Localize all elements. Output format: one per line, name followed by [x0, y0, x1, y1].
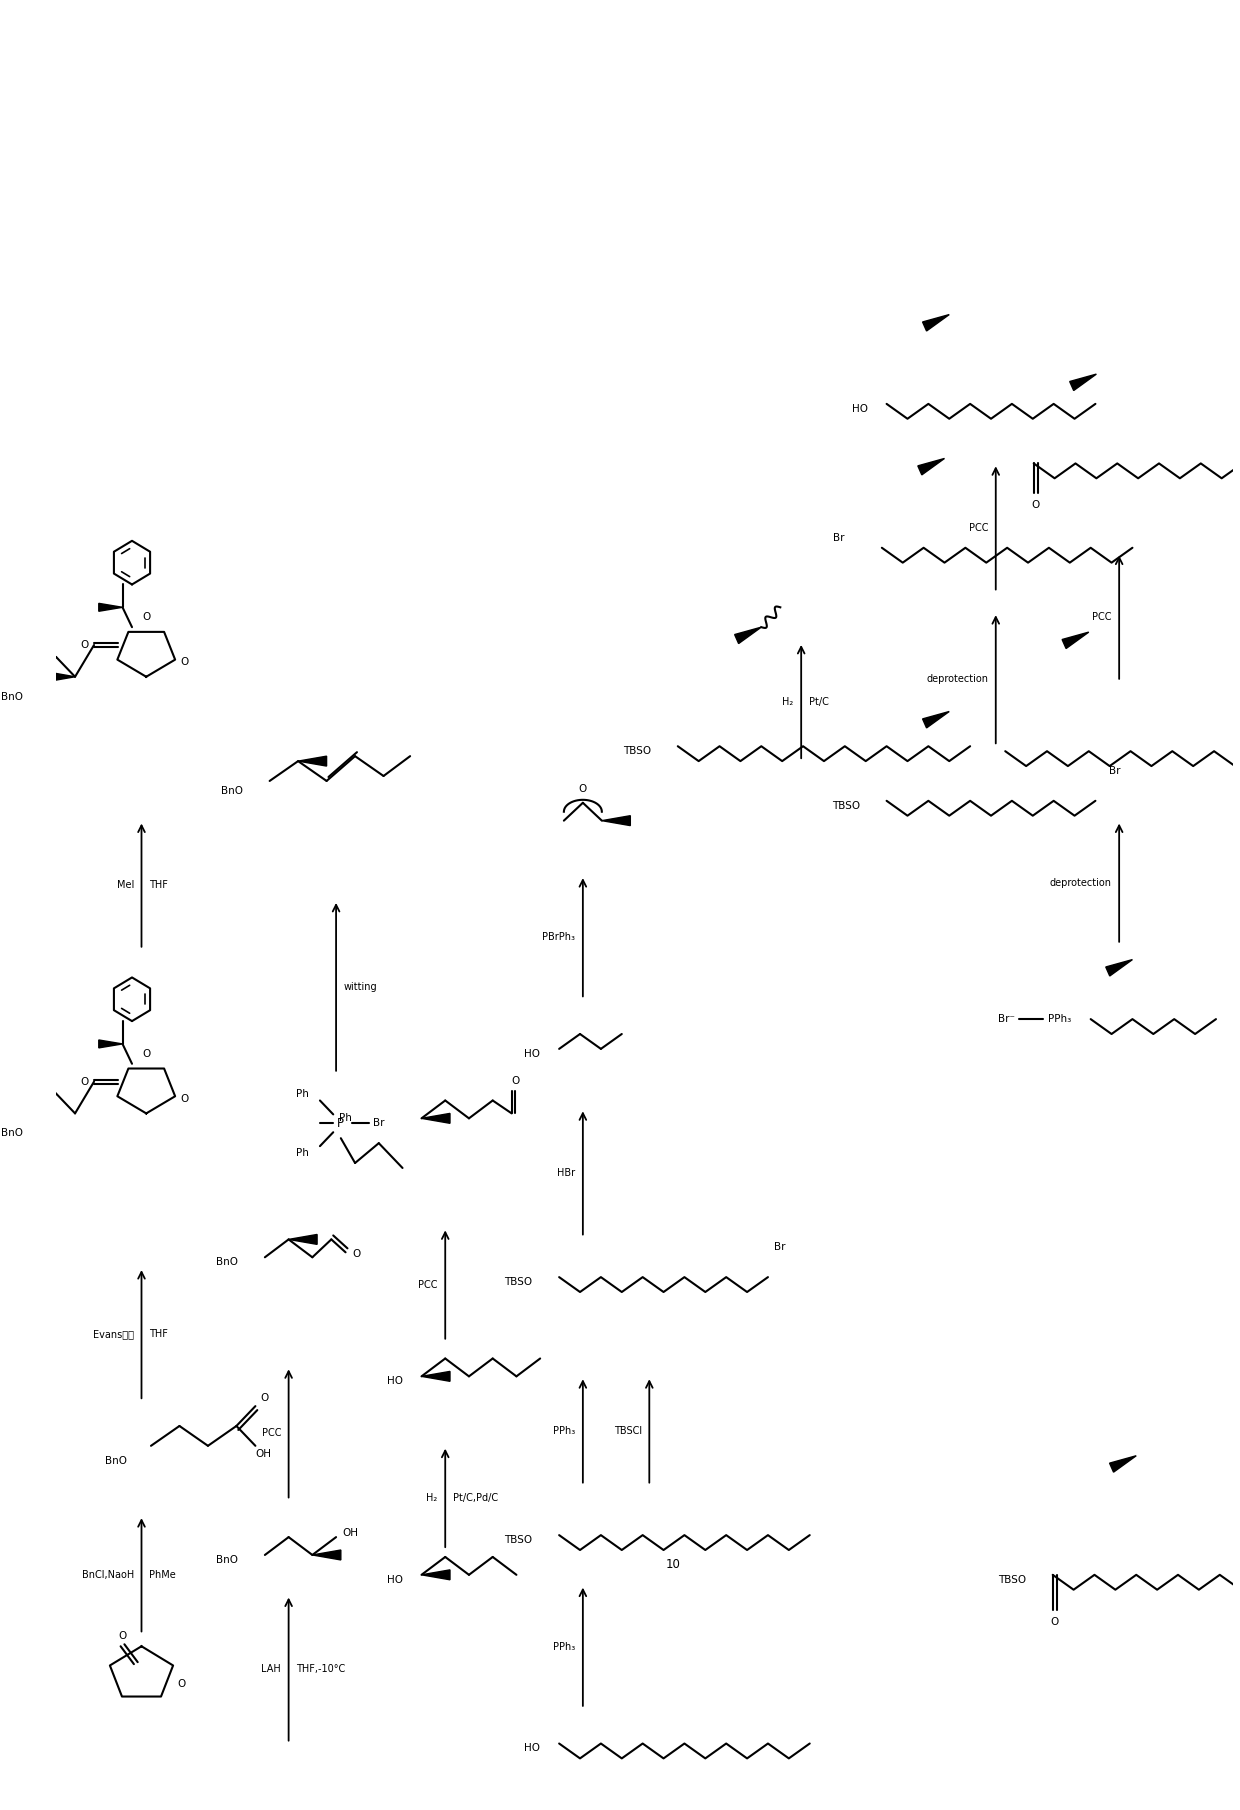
- Polygon shape: [734, 626, 761, 644]
- Text: O: O: [118, 1631, 126, 1642]
- Text: HO: HO: [525, 1743, 541, 1754]
- Text: BnO: BnO: [1, 1128, 22, 1138]
- Text: OH: OH: [255, 1448, 272, 1459]
- Text: deprotection: deprotection: [926, 675, 988, 684]
- Polygon shape: [918, 458, 945, 474]
- Text: BnCl,NaoH: BnCl,NaoH: [82, 1569, 134, 1580]
- Text: TBSO: TBSO: [505, 1535, 532, 1546]
- Text: HO: HO: [387, 1376, 403, 1386]
- Text: O: O: [1050, 1618, 1059, 1627]
- Text: O: O: [143, 1048, 150, 1059]
- Text: P: P: [337, 1117, 345, 1129]
- Text: TBSO: TBSO: [998, 1575, 1027, 1586]
- Text: TBSO: TBSO: [622, 746, 651, 757]
- Text: deprotection: deprotection: [1049, 878, 1111, 887]
- Text: O: O: [1032, 500, 1040, 510]
- Text: O: O: [81, 1077, 89, 1086]
- Text: Ph: Ph: [296, 1148, 309, 1158]
- Text: PCC: PCC: [1092, 612, 1111, 623]
- Text: MeI: MeI: [117, 880, 134, 891]
- Polygon shape: [422, 1372, 450, 1381]
- Text: OH: OH: [342, 1528, 358, 1538]
- Text: BnO: BnO: [221, 786, 243, 796]
- Text: 10: 10: [666, 1558, 681, 1571]
- Text: witting: witting: [343, 981, 377, 992]
- Polygon shape: [99, 1041, 123, 1048]
- Text: PCC: PCC: [968, 523, 988, 532]
- Text: THF: THF: [149, 1329, 167, 1339]
- Text: TBSO: TBSO: [832, 800, 861, 811]
- Text: Pt/C,Pd/C: Pt/C,Pd/C: [453, 1493, 498, 1502]
- Text: TBSO: TBSO: [505, 1278, 532, 1287]
- Text: PPh₃: PPh₃: [1048, 1014, 1071, 1024]
- Polygon shape: [298, 757, 326, 766]
- Text: O: O: [81, 641, 89, 650]
- Polygon shape: [1070, 375, 1096, 391]
- Text: HBr: HBr: [557, 1167, 575, 1178]
- Polygon shape: [289, 1234, 317, 1245]
- Polygon shape: [312, 1549, 341, 1560]
- Text: PPh₃: PPh₃: [553, 1426, 575, 1435]
- Text: O: O: [180, 1093, 188, 1104]
- Text: O: O: [511, 1075, 520, 1086]
- Text: LAH: LAH: [262, 1663, 281, 1674]
- Text: HO: HO: [852, 404, 868, 414]
- Text: O: O: [177, 1680, 186, 1689]
- Text: BnO: BnO: [1, 691, 22, 702]
- Text: HO: HO: [387, 1575, 403, 1586]
- Polygon shape: [422, 1113, 450, 1124]
- Text: Br⁻: Br⁻: [998, 1014, 1014, 1024]
- Text: TBSCl: TBSCl: [614, 1426, 642, 1435]
- Text: O: O: [352, 1249, 360, 1260]
- Text: PCC: PCC: [418, 1280, 438, 1289]
- Polygon shape: [99, 603, 123, 612]
- Polygon shape: [601, 816, 630, 825]
- Text: Br: Br: [1109, 766, 1120, 776]
- Text: HO: HO: [525, 1048, 541, 1059]
- Text: O: O: [180, 657, 188, 666]
- Polygon shape: [923, 315, 950, 331]
- Text: Evans模板: Evans模板: [93, 1329, 134, 1339]
- Text: BnO: BnO: [216, 1258, 238, 1267]
- Text: THF,-10°C: THF,-10°C: [296, 1663, 346, 1674]
- Polygon shape: [422, 1569, 450, 1580]
- Text: H₂: H₂: [782, 697, 794, 706]
- Text: O: O: [143, 612, 150, 623]
- Text: THF: THF: [149, 880, 167, 891]
- Text: Br: Br: [833, 532, 844, 543]
- Text: Ph: Ph: [296, 1088, 309, 1099]
- Text: O: O: [579, 784, 587, 795]
- Text: H₂: H₂: [427, 1493, 438, 1502]
- Text: Pt/C: Pt/C: [808, 697, 828, 706]
- Text: O: O: [260, 1394, 269, 1403]
- Text: Br: Br: [774, 1242, 785, 1253]
- Polygon shape: [1106, 959, 1132, 976]
- Text: Br: Br: [373, 1119, 384, 1128]
- Text: PPh₃: PPh₃: [553, 1642, 575, 1653]
- Polygon shape: [1110, 1455, 1136, 1472]
- Text: PhMe: PhMe: [149, 1569, 176, 1580]
- Text: PBrPh₃: PBrPh₃: [542, 932, 575, 943]
- Text: Ph: Ph: [339, 1113, 352, 1124]
- Polygon shape: [923, 711, 950, 728]
- Polygon shape: [47, 672, 76, 682]
- Text: PCC: PCC: [262, 1428, 281, 1439]
- Text: BnO: BnO: [105, 1455, 128, 1466]
- Text: BnO: BnO: [216, 1555, 238, 1566]
- Polygon shape: [1063, 632, 1089, 648]
